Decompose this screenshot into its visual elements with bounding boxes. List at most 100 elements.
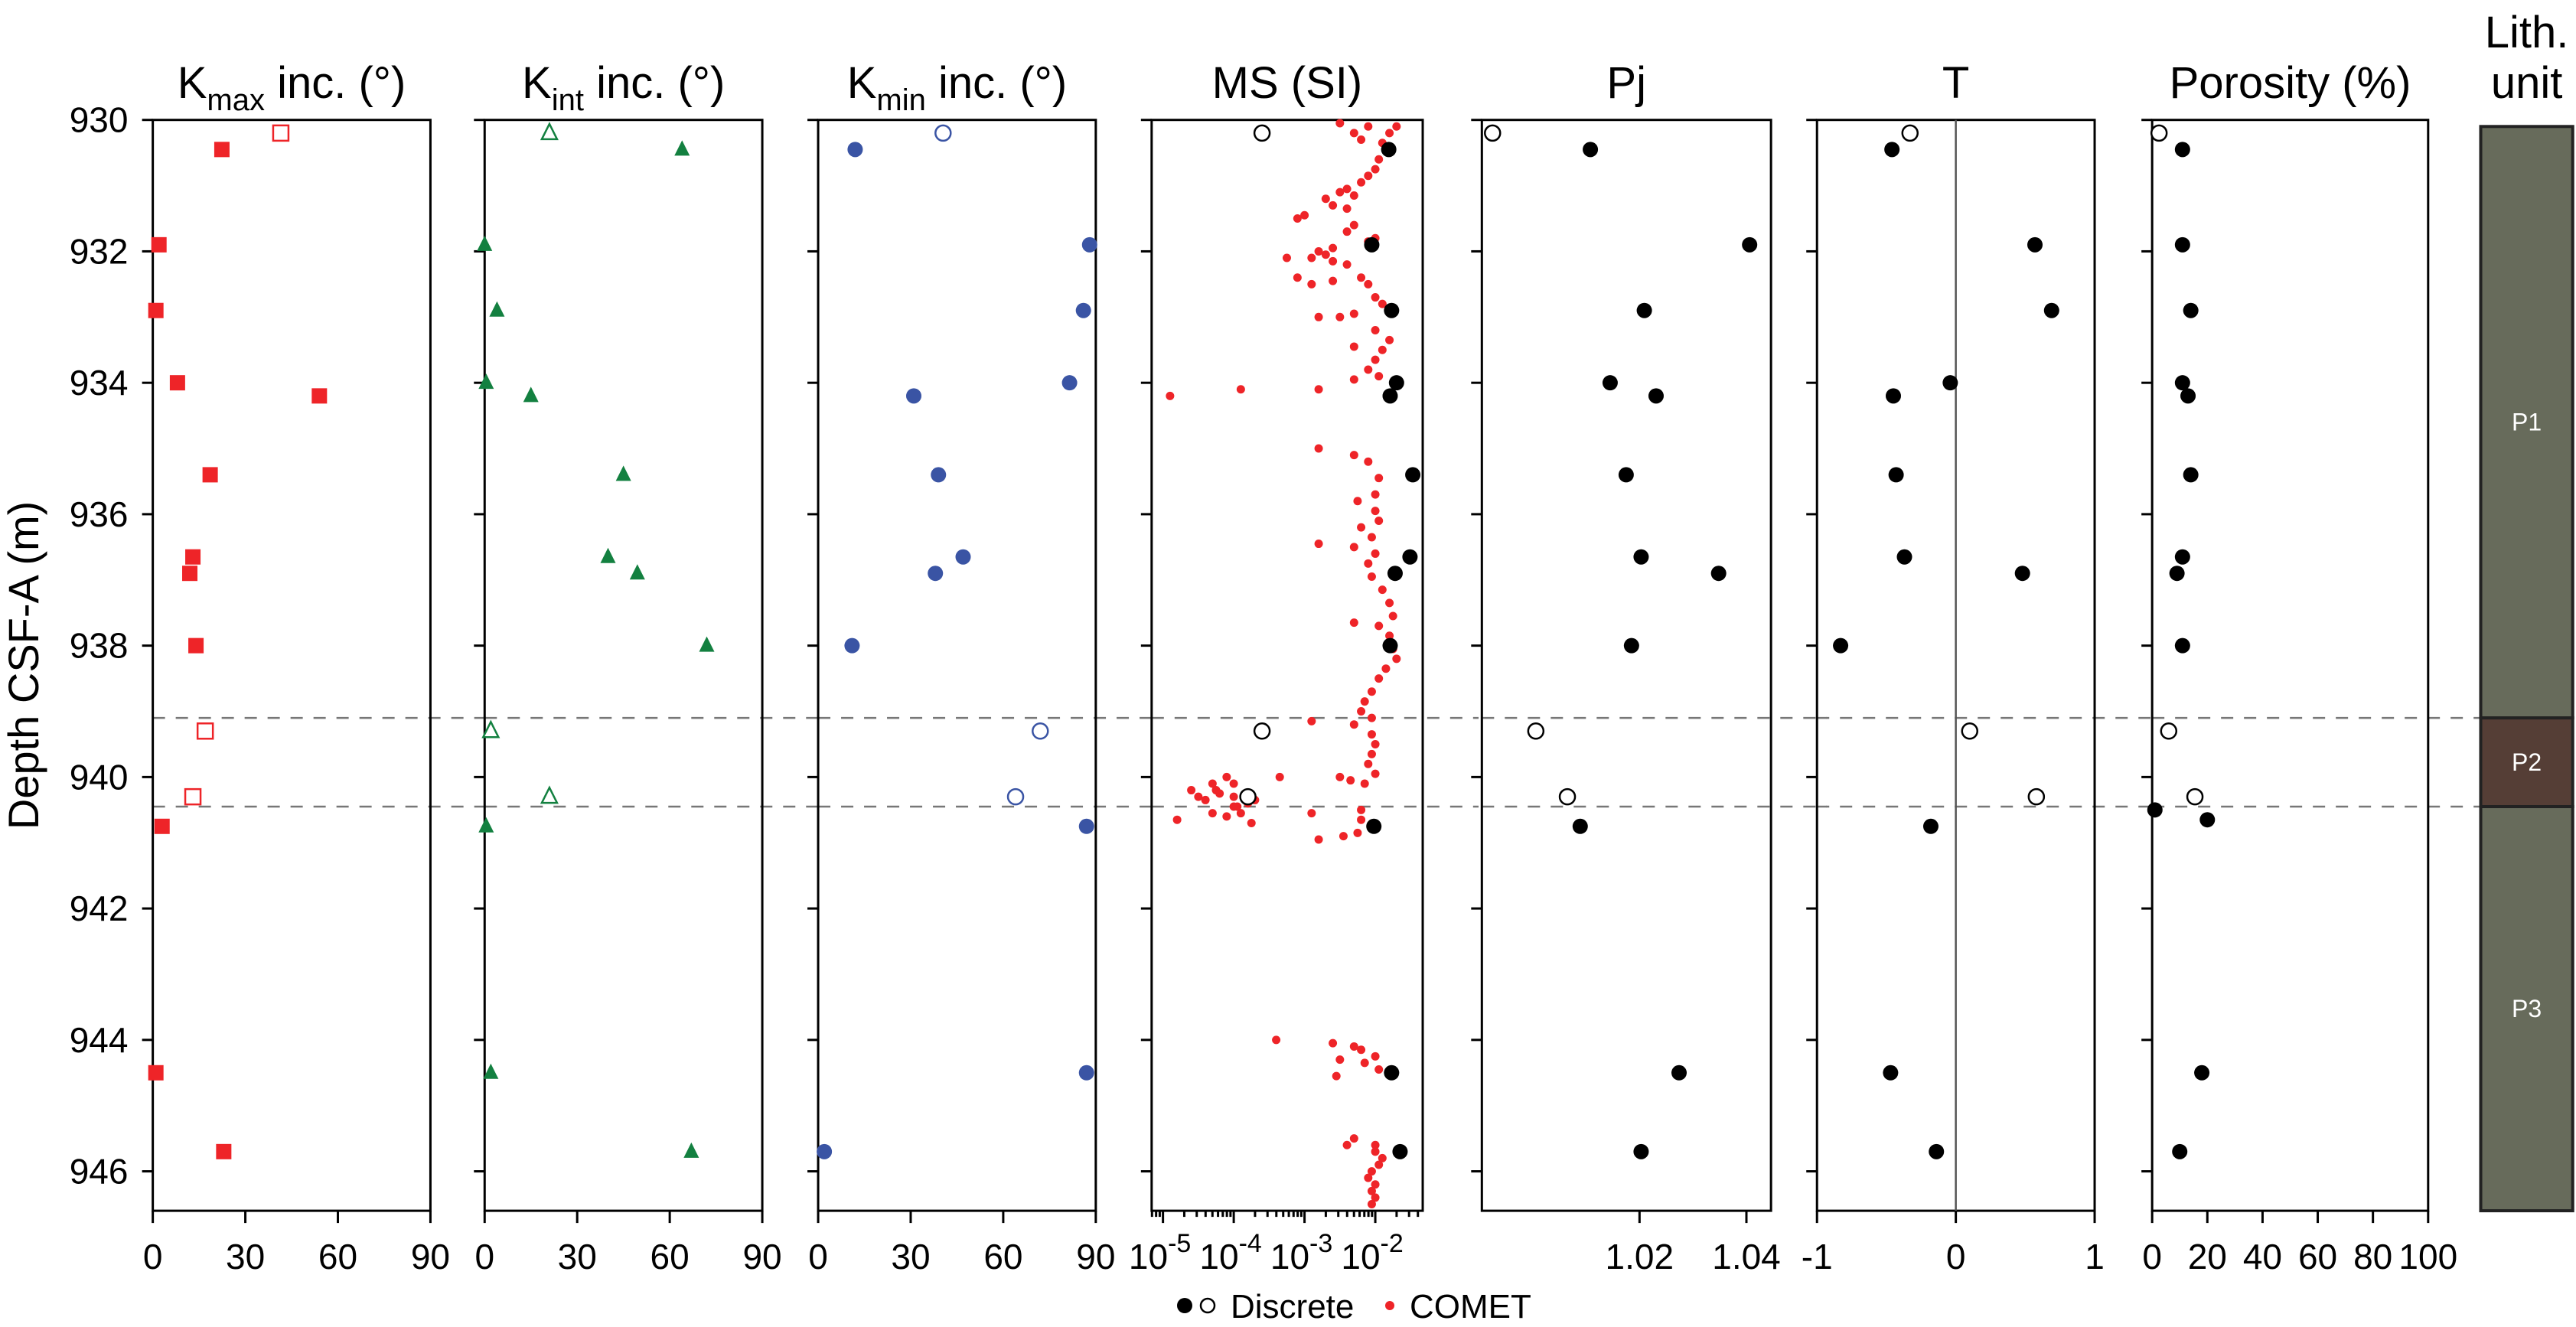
comet-point bbox=[1247, 818, 1256, 827]
comet-point bbox=[1349, 191, 1358, 200]
discrete-point-open bbox=[1901, 124, 1919, 142]
discrete-point-filled bbox=[847, 142, 863, 158]
legend: Discrete COMET bbox=[1177, 1288, 1531, 1325]
discrete-point-filled bbox=[2169, 566, 2185, 582]
comet-point bbox=[1367, 687, 1376, 696]
discrete-point-open bbox=[540, 122, 559, 141]
comet-point bbox=[1374, 1160, 1384, 1169]
x-tick-label: 0 bbox=[1946, 1237, 1966, 1276]
comet-point bbox=[1339, 832, 1348, 841]
lithology-title: Lith. bbox=[2485, 8, 2569, 57]
panel-frame bbox=[2150, 119, 2430, 1212]
panel-frame bbox=[1150, 119, 1424, 1212]
discrete-point-filled bbox=[1075, 302, 1091, 318]
y-axis-ticks: 930 932 934 936 938 940 942 944 946 bbox=[70, 100, 129, 1192]
discrete-point-filled bbox=[169, 375, 185, 391]
discrete-point-filled bbox=[1929, 1143, 1945, 1159]
comet-point bbox=[1367, 1167, 1376, 1176]
comet-point bbox=[1282, 253, 1291, 262]
tick-base: 10 bbox=[1129, 1237, 1168, 1276]
comet-point bbox=[1364, 1173, 1373, 1182]
comet-point bbox=[1314, 444, 1323, 453]
discrete-point-filled bbox=[1833, 637, 1849, 654]
discrete-point-filled bbox=[1388, 375, 1404, 391]
comet-point bbox=[1349, 220, 1358, 230]
comet-point bbox=[1371, 549, 1380, 558]
discrete-point-filled bbox=[674, 140, 690, 156]
x-tick-label: 60 bbox=[983, 1237, 1022, 1276]
discrete-point-filled bbox=[1618, 467, 1634, 483]
discrete-point-filled bbox=[151, 236, 167, 253]
comet-point bbox=[1357, 178, 1366, 187]
comet-point bbox=[1314, 540, 1323, 549]
comet-point bbox=[1392, 122, 1401, 131]
x-tick-label: 60 bbox=[651, 1237, 690, 1276]
tick-base: 10 bbox=[1199, 1237, 1238, 1276]
panel-title: T bbox=[1942, 58, 1969, 108]
discrete-point-filled bbox=[2147, 802, 2163, 818]
discrete-point-filled bbox=[629, 564, 645, 580]
panel-ms: MS (SI)10-5 10-4 10-3 10-2 bbox=[1129, 58, 1479, 1276]
discrete-point-filled bbox=[817, 1143, 833, 1159]
comet-point bbox=[1371, 1147, 1380, 1156]
legend-comet-marker bbox=[1385, 1301, 1394, 1310]
discrete-point-filled bbox=[1633, 1143, 1649, 1159]
y-tick-label: 946 bbox=[70, 1152, 129, 1192]
comet-point bbox=[1385, 335, 1394, 344]
lithology-title-line2: unit bbox=[2491, 58, 2563, 108]
discrete-point-filled bbox=[182, 566, 198, 582]
comet-point bbox=[1321, 194, 1330, 204]
legend-comet-label: COMET bbox=[1410, 1288, 1531, 1325]
comet-point bbox=[1314, 246, 1323, 256]
discrete-point-filled bbox=[1583, 142, 1599, 158]
comet-point bbox=[1374, 621, 1384, 631]
x-tick-label: 60 bbox=[2298, 1237, 2337, 1276]
discrete-point-filled bbox=[1888, 467, 1904, 483]
comet-point bbox=[1346, 776, 1355, 785]
y-tick-label: 940 bbox=[70, 757, 129, 797]
comet-point bbox=[1172, 815, 1182, 824]
comet-point bbox=[1357, 135, 1366, 144]
discrete-point-open bbox=[2150, 124, 2168, 142]
comet-point bbox=[1378, 1153, 1387, 1162]
discrete-point-filled bbox=[1382, 637, 1398, 654]
comet-point bbox=[1201, 795, 1210, 804]
comet-point bbox=[1342, 227, 1352, 236]
discrete-point-filled bbox=[478, 373, 494, 390]
tick-exponent: -4 bbox=[1239, 1229, 1262, 1258]
discrete-point-filled bbox=[928, 566, 944, 582]
comet-point bbox=[1371, 325, 1380, 334]
comet-point bbox=[1374, 372, 1384, 381]
comet-point bbox=[1314, 835, 1323, 844]
discrete-point-filled bbox=[1633, 549, 1649, 565]
discrete-point-filled bbox=[1078, 818, 1094, 834]
comet-point bbox=[1329, 276, 1338, 285]
discrete-point-filled bbox=[1572, 818, 1588, 834]
comet-point bbox=[1364, 365, 1373, 374]
comet-point bbox=[1349, 618, 1358, 628]
lith-unit-p3 bbox=[2479, 805, 2574, 1213]
discrete-point-filled bbox=[188, 637, 204, 654]
title-main: MS (SI) bbox=[1212, 58, 1363, 108]
discrete-point-filled bbox=[2174, 236, 2190, 253]
discrete-point-filled bbox=[2174, 375, 2190, 391]
discrete-point-filled bbox=[2199, 812, 2216, 828]
panel-frame bbox=[483, 119, 764, 1212]
title-main: K bbox=[522, 58, 552, 108]
legend-discrete-filled-marker bbox=[1177, 1298, 1192, 1313]
comet-point bbox=[1321, 250, 1330, 259]
discrete-point-filled bbox=[2180, 388, 2196, 404]
comet-point bbox=[1349, 1042, 1358, 1051]
y-tick-label: 942 bbox=[70, 888, 129, 928]
discrete-point-filled bbox=[2043, 302, 2059, 318]
discrete-point-filled bbox=[1883, 1065, 1899, 1081]
discrete-point-filled bbox=[2172, 1143, 2188, 1159]
comet-point bbox=[1349, 309, 1358, 318]
comet-point bbox=[1364, 171, 1373, 181]
comet-point bbox=[1364, 559, 1373, 568]
x-tick-label: 0 bbox=[808, 1237, 828, 1276]
discrete-point-filled bbox=[906, 388, 922, 404]
x-tick-label: 0 bbox=[474, 1237, 494, 1276]
comet-point bbox=[1342, 260, 1352, 269]
discrete-point-filled bbox=[844, 637, 860, 654]
